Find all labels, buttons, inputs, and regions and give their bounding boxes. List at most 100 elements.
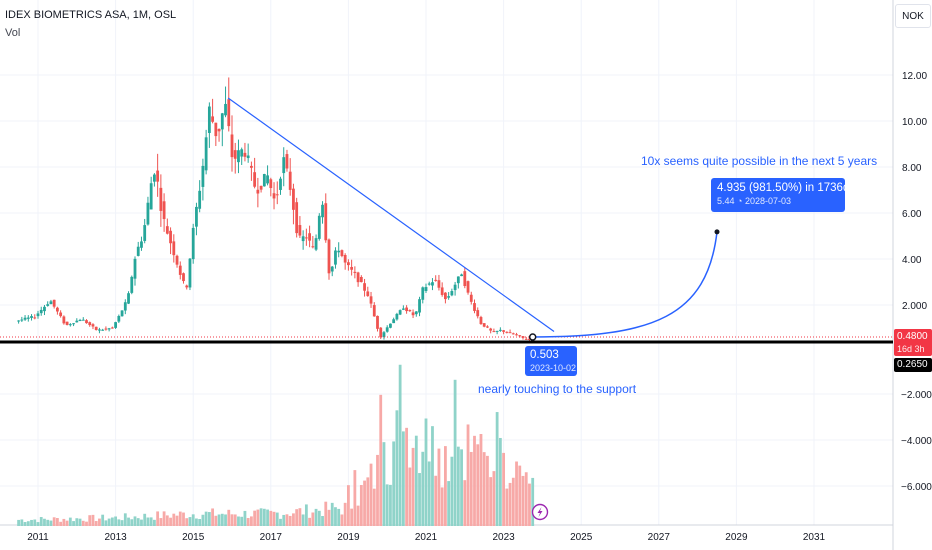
candle [240, 149, 244, 157]
support-annotation-text[interactable]: nearly touching to the support [478, 382, 637, 396]
volume-bar [256, 509, 260, 526]
candle [453, 284, 457, 291]
volume-bar [143, 513, 147, 526]
candle [424, 287, 428, 292]
projection-measure-date: 5.44 ◔ 2028-07-03 [717, 196, 791, 206]
volume-bar [188, 517, 192, 526]
candle [382, 332, 386, 338]
volume-bar [437, 448, 441, 526]
candle [492, 331, 496, 333]
volume-bar [104, 520, 108, 526]
projection-measure-box[interactable]: 4.935 (981.50%) in 1736d 5.44 ◔ 2028-07-… [711, 178, 849, 212]
volume-bar [94, 521, 98, 526]
volume-bar [243, 510, 247, 526]
candle [211, 116, 214, 122]
candle [389, 323, 392, 328]
candle [162, 201, 166, 220]
candle [411, 312, 415, 316]
candle [237, 150, 240, 163]
volume-bar [182, 512, 185, 526]
candle [46, 304, 50, 306]
volume-tick-label: −4.000 [901, 436, 932, 447]
candle [353, 271, 357, 273]
candle [427, 283, 431, 285]
volume-bar [372, 488, 376, 526]
volume-bar [26, 521, 30, 526]
volume-bar [444, 446, 447, 526]
volume-bar [292, 513, 295, 526]
candle [330, 266, 334, 272]
volume-bar [337, 508, 341, 526]
candle [285, 154, 289, 169]
candle [437, 280, 441, 288]
candle [440, 287, 444, 295]
candle [395, 313, 399, 320]
volume-bar [39, 517, 43, 526]
volume-bar [49, 520, 53, 526]
volume-bar [389, 484, 392, 526]
volume-bar [295, 509, 299, 526]
candle [91, 324, 95, 327]
volume-bar [91, 514, 95, 526]
volume-bar [52, 517, 56, 526]
volume-bar [146, 517, 150, 526]
volume-bar [330, 502, 334, 526]
candle [473, 303, 476, 311]
candle [486, 326, 489, 328]
volume-bar [30, 519, 33, 526]
candle [214, 122, 218, 137]
volume-bar [301, 514, 305, 526]
candle [75, 320, 79, 323]
volume-bar [81, 520, 85, 526]
projection-annotation-text[interactable]: 10x seems quite possible in the next 5 y… [641, 154, 878, 168]
candle [347, 262, 350, 266]
volume-bar [133, 516, 137, 526]
lightning-icon-glyph [537, 507, 543, 517]
volume-bar [427, 461, 431, 526]
candle [133, 258, 137, 279]
candle [401, 308, 405, 310]
candle [408, 310, 412, 312]
volume-bar [405, 427, 408, 526]
candle [450, 291, 454, 296]
candle [204, 137, 208, 171]
volume-bar [359, 485, 363, 526]
support-measure-box[interactable]: 0.503 2023-10-02 [525, 346, 577, 376]
volume-bar [369, 463, 373, 526]
volume-bar [23, 522, 27, 526]
volume-bar [72, 521, 75, 526]
candle [340, 250, 344, 257]
candle [376, 315, 379, 329]
price-tick-label: 6.00 [902, 209, 922, 220]
currency-button[interactable]: NOK [895, 4, 931, 28]
volume-indicator-label[interactable]: Vol [5, 27, 21, 39]
candle [495, 330, 499, 332]
volume-bar [127, 517, 130, 526]
volume-bar [36, 522, 40, 526]
volume-bar [421, 451, 425, 526]
support-price-tag: 0.2650 [894, 358, 932, 372]
volume-bar [385, 484, 389, 526]
symbol-title[interactable]: IDEX BIOMETRICS ASA, 1M, OSL [5, 9, 177, 21]
candle [188, 258, 192, 288]
candle [447, 296, 451, 298]
volume-tick-label: −6.000 [901, 482, 932, 493]
candle [143, 225, 147, 241]
candle [343, 254, 347, 263]
volume-bar [476, 444, 480, 526]
volume-bar [156, 511, 160, 526]
volume-bar [395, 410, 399, 526]
volume-bar [479, 433, 483, 526]
candle [207, 106, 211, 133]
candle [159, 187, 163, 211]
volume-bar [298, 508, 302, 526]
projection-curve [532, 231, 718, 338]
candle [117, 315, 121, 322]
volume-bar [207, 512, 211, 526]
candle [460, 274, 463, 277]
candle [356, 272, 360, 283]
candle [224, 103, 227, 116]
volume-bar [366, 477, 370, 526]
